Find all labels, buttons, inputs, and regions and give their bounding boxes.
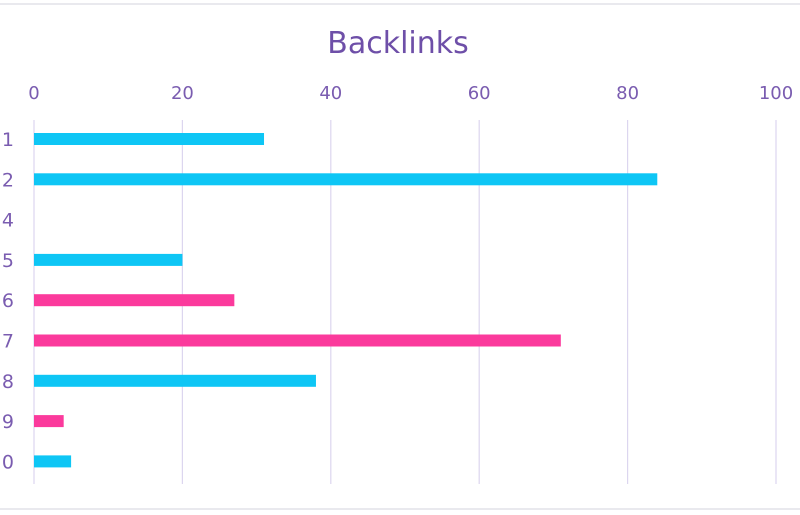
bar <box>34 415 64 428</box>
x-tick-label: 20 <box>171 83 194 104</box>
bar <box>34 294 235 307</box>
category-labels: 1 2 4 5 6 7 8 9 0 <box>2 129 14 473</box>
bars <box>34 133 658 468</box>
bar <box>34 253 183 266</box>
x-axis-ticks: 0 20 40 60 80 100 <box>28 83 793 104</box>
category-label: 2 <box>2 169 14 191</box>
category-label: 0 <box>2 451 14 473</box>
bar <box>34 374 316 387</box>
category-label: 7 <box>2 331 14 353</box>
category-label: 8 <box>2 371 14 393</box>
category-label: 4 <box>2 210 14 232</box>
bar <box>34 334 561 347</box>
bar <box>34 173 658 186</box>
category-label: 6 <box>2 290 14 312</box>
x-tick-label: 100 <box>759 83 793 104</box>
bar <box>34 455 72 468</box>
category-label: 9 <box>2 411 14 433</box>
x-tick-label: 0 <box>28 83 39 104</box>
bar <box>34 133 265 145</box>
x-tick-label: 60 <box>468 83 491 104</box>
chart-title: Backlinks <box>327 26 469 61</box>
category-label: 5 <box>2 250 14 272</box>
category-label: 1 <box>2 129 14 151</box>
x-tick-label: 80 <box>616 83 639 104</box>
x-tick-label: 40 <box>319 83 342 104</box>
